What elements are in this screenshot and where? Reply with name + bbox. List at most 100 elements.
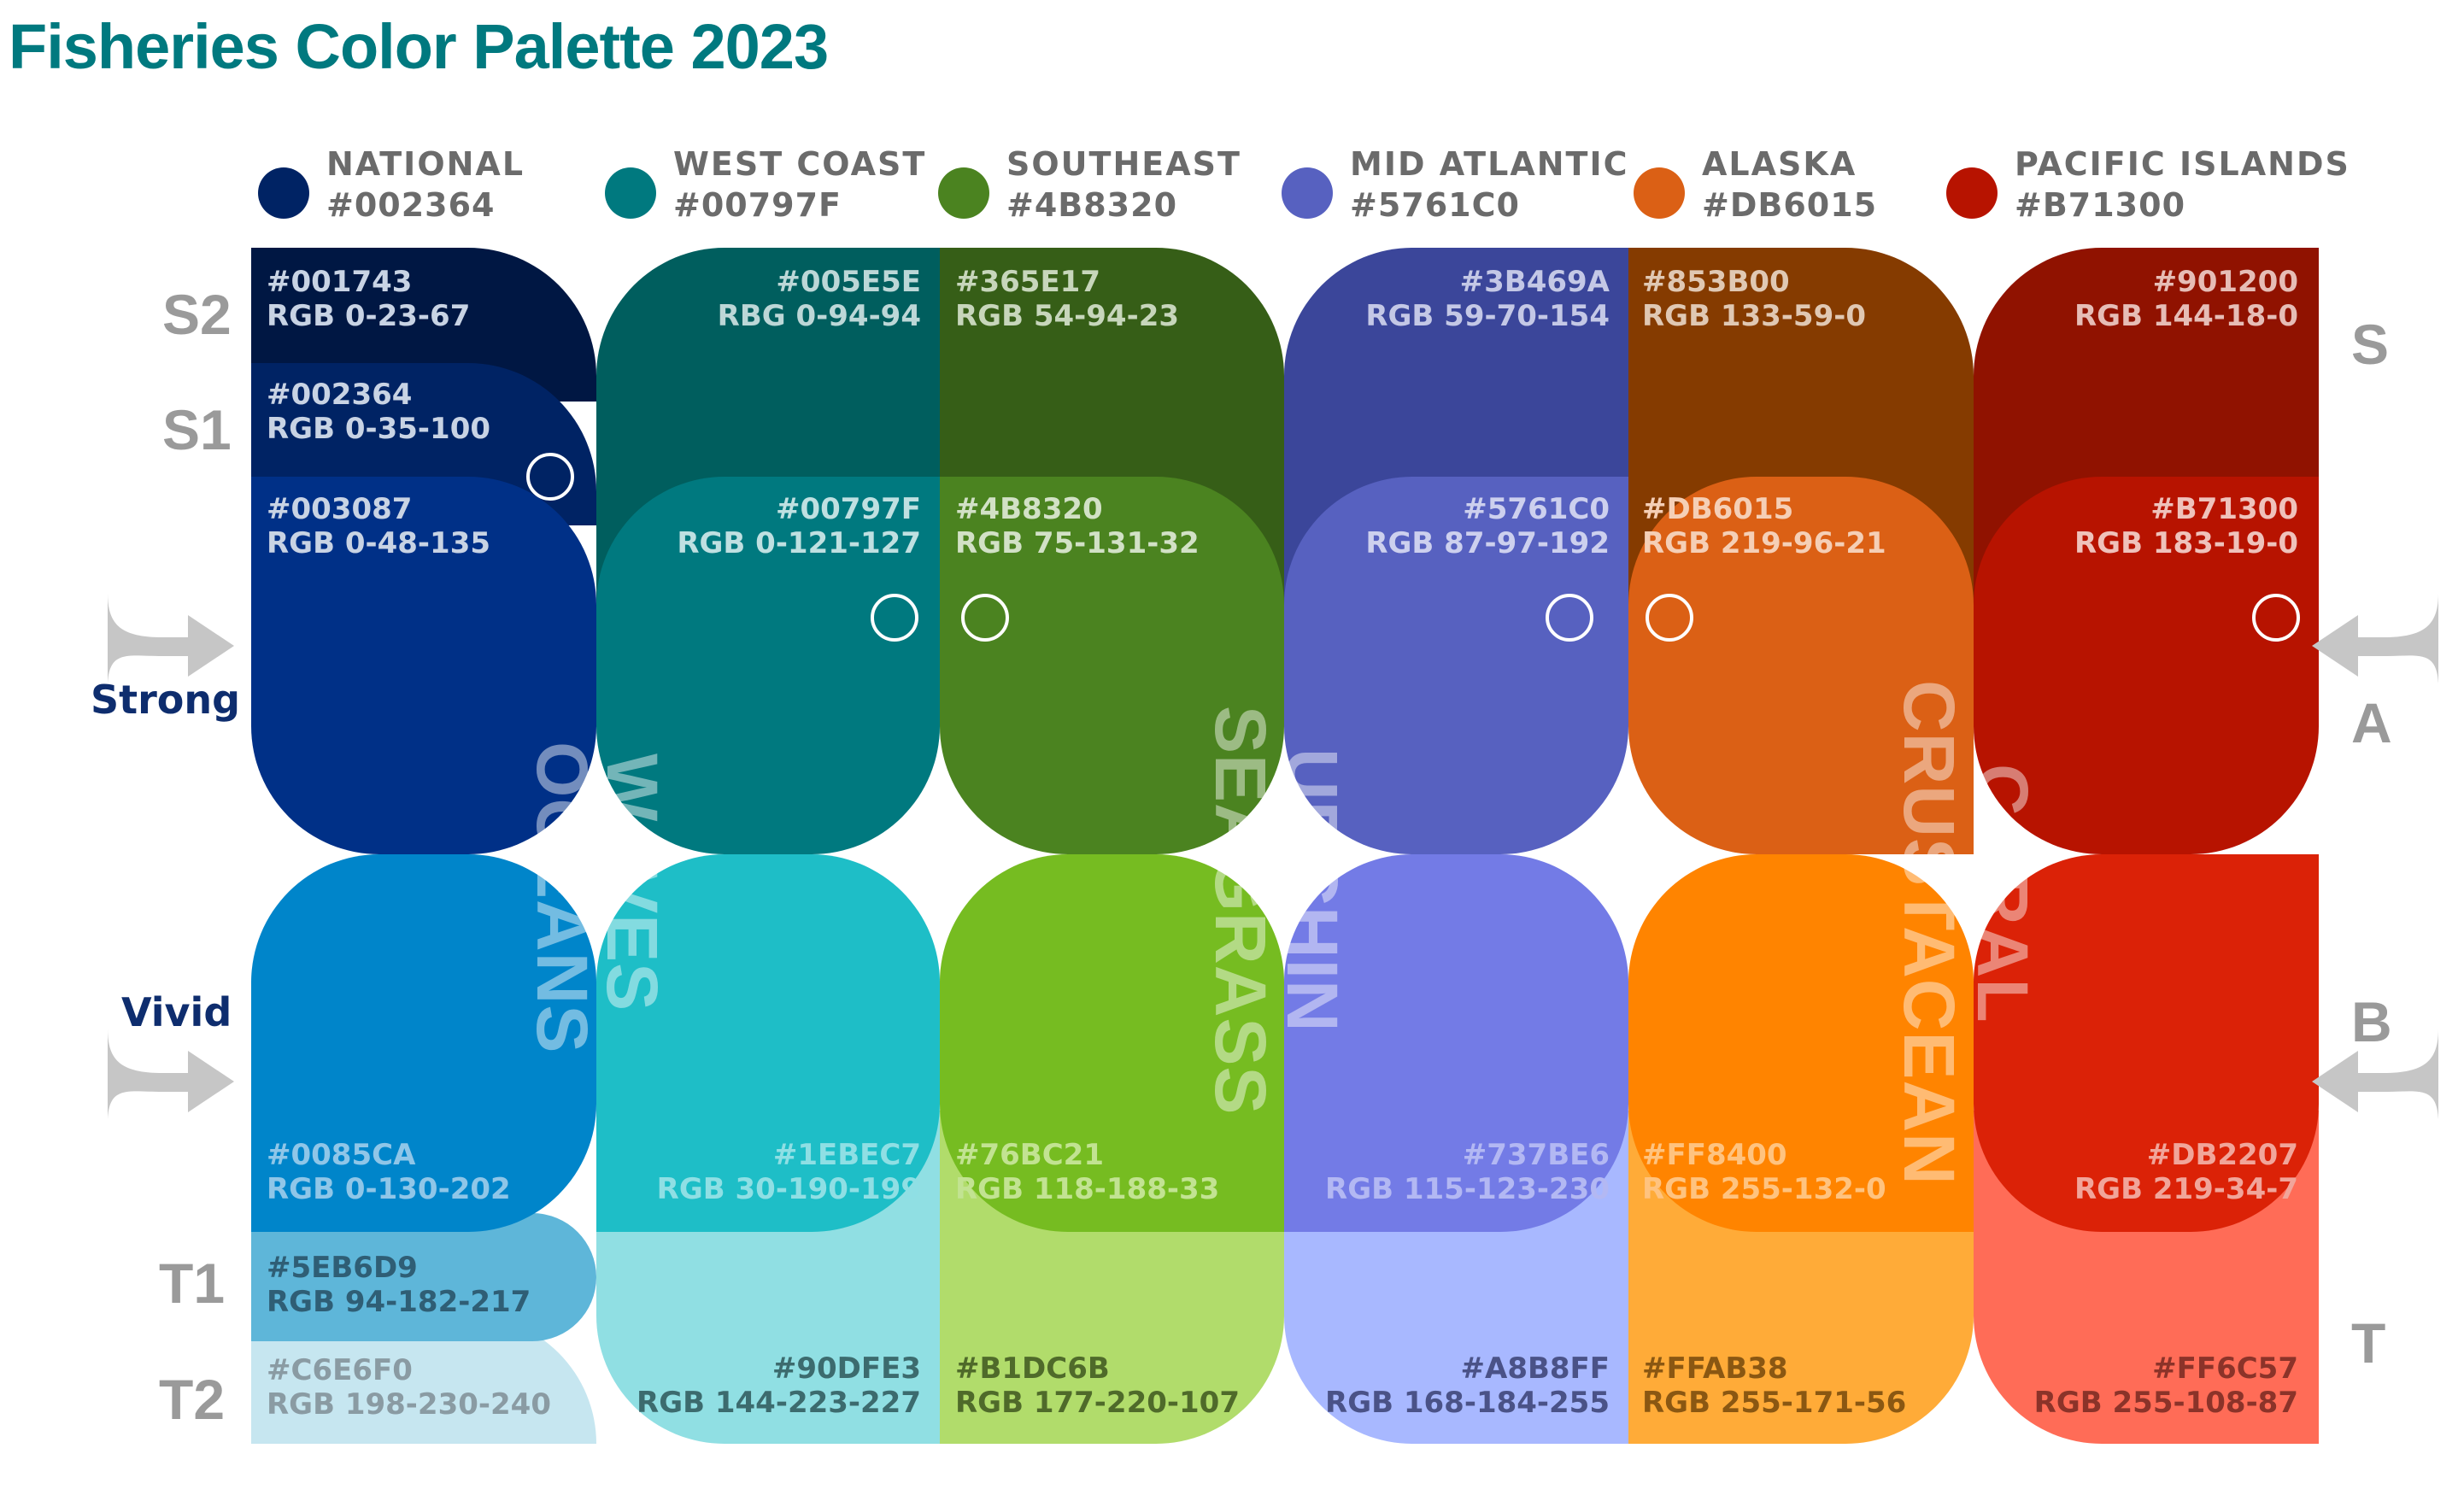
hex-code: #003087 (267, 492, 413, 526)
primary-marker-ring (1546, 594, 1593, 642)
swatch-mid-atlantic-vivid (1284, 854, 1628, 1232)
label-s2: S2 (162, 283, 232, 346)
hex-code: #5EB6D9 (267, 1251, 418, 1285)
legend-label: WEST COAST (673, 145, 927, 183)
swatch-label-national-t1: #5EB6D9 RGB 94-182-217 (267, 1251, 531, 1319)
hex-code: #901200 (2152, 265, 2298, 299)
rgb-code: RGB 59-70-154 (1365, 299, 1610, 333)
hex-code: #C6E6F0 (267, 1353, 413, 1387)
legend-hex: #4B8320 (1006, 186, 1178, 224)
rgb-code: RGB 255-108-87 (2033, 1386, 2298, 1420)
hex-code: #DB2207 (2146, 1138, 2298, 1172)
primary-marker-ring (871, 594, 918, 642)
hex-code: #B1DC6B (955, 1351, 1110, 1386)
hex-code: #FFAB38 (1642, 1351, 1788, 1386)
swatch-label-southeast-t: #B1DC6B RGB 177-220-107 (955, 1351, 1240, 1420)
legend-hex: #B71300 (2015, 186, 2186, 224)
swatch-label-pacific-islands-s: #901200 RGB 144-18-0 (2074, 265, 2298, 333)
page-title: Fisheries Color Palette 2023 (9, 11, 829, 82)
swatch-west-coast-vivid (596, 854, 940, 1232)
rgb-code: RGB 255-171-56 (1642, 1386, 1907, 1420)
hex-code: #A8B8FF (1460, 1351, 1610, 1386)
hex-code: #853B00 (1642, 265, 1790, 299)
rgb-code: RGB 94-182-217 (267, 1285, 531, 1319)
swatch-label-west-coast-t: #90DFE3 RGB 144-223-227 (637, 1351, 921, 1420)
swatch-label-alaska-t: #FFAB38 RGB 255-171-56 (1642, 1351, 1906, 1420)
legend-hex: #DB6015 (1702, 186, 1878, 224)
rgb-code: RGB 75-131-32 (955, 526, 1200, 560)
swatch-label-pacific-islands-t: #FF6C57 RGB 255-108-87 (2034, 1351, 2298, 1420)
swatch-pacific-islands-strong (1974, 477, 2319, 854)
primary-marker-ring (1646, 594, 1693, 642)
rgb-code: RGB 183-19-0 (2074, 526, 2298, 560)
hex-code: #0085CA (267, 1138, 416, 1172)
swatch-national-t1 (251, 1213, 596, 1341)
label-s1: S1 (162, 398, 232, 461)
swatch-label-national-strong: #003087 RGB 0-48-135 (267, 492, 490, 560)
swatch-west-coast-strong (596, 477, 940, 854)
hex-code: #3B469A (1459, 265, 1610, 299)
hex-code: #5761C0 (1463, 492, 1610, 526)
west-coast-color-dot (605, 167, 656, 219)
rgb-code: RGB 0-130-202 (267, 1172, 511, 1206)
swatch-label-national-t2: #C6E6F0 RGB 198-230-240 (267, 1353, 551, 1422)
rgb-code: RGB 87-97-192 (1365, 526, 1610, 560)
label-strong: Strong (91, 677, 241, 723)
label-s: S (2351, 313, 2390, 376)
rgb-code: RGB 168-184-255 (1325, 1386, 1610, 1420)
right-arrow-icon (108, 593, 234, 683)
swatch-alaska-strong (1628, 477, 1974, 854)
rgb-code: RBG 0-94-94 (717, 299, 921, 333)
rgb-code: RGB 0-48-135 (267, 526, 491, 560)
swatch-southeast-vivid (940, 854, 1284, 1232)
rgb-code: RGB 133-59-0 (1642, 299, 1867, 333)
swatch-label-mid-atlantic-t: #A8B8FF RGB 168-184-255 (1325, 1351, 1610, 1420)
rgb-code: RGB 30-190-199 (656, 1172, 921, 1206)
word-seagrass: SEAGRASS (1200, 706, 1281, 1116)
rgb-code: RGB 54-94-23 (955, 299, 1180, 333)
alaska-color-dot (1634, 167, 1685, 219)
legend-hex: #00797F (673, 186, 842, 224)
label-b: B (2351, 990, 2392, 1053)
primary-marker-ring (961, 594, 1009, 642)
left-arrow-icon (2312, 593, 2438, 683)
hex-code: #1EBEC7 (772, 1138, 921, 1172)
right-arrow-icon (108, 1029, 234, 1119)
swatch-label-alaska-vivid: #FF8400 RGB 255-132-0 (1642, 1138, 1886, 1206)
hex-code: #76BC21 (955, 1138, 1104, 1172)
swatch-label-alaska-strong: #DB6015 RGB 219-96-21 (1642, 492, 1886, 560)
hex-code: #4B8320 (955, 492, 1103, 526)
rgb-code: RGB 144-18-0 (2074, 299, 2298, 333)
legend-label: NATIONAL (326, 145, 525, 183)
swatch-national-strong (251, 477, 596, 854)
swatch-label-pacific-islands-vivid: #DB2207 RGB 219-34-7 (2074, 1138, 2298, 1206)
word-waves: WAVES (592, 753, 672, 1012)
pacific-islands-color-dot (1946, 167, 1998, 219)
swatch-national-vivid (251, 854, 596, 1232)
swatch-label-mid-atlantic-s: #3B469A RGB 59-70-154 (1365, 265, 1610, 333)
label-t1: T1 (159, 1252, 226, 1315)
primary-marker-ring (526, 453, 574, 501)
hex-code: #001743 (267, 265, 413, 299)
rgb-code: RGB 219-34-7 (2074, 1172, 2298, 1206)
mid-atlantic-color-dot (1282, 167, 1333, 219)
label-t: T (2351, 1311, 2386, 1375)
rgb-code: RGB 177-220-107 (955, 1386, 1240, 1420)
swatch-label-national-s1: #002364 RGB 0-35-100 (267, 378, 490, 446)
label-a: A (2351, 691, 2392, 754)
hex-code: #002364 (267, 378, 413, 412)
swatch-label-alaska-s: #853B00 RGB 133-59-0 (1642, 265, 1866, 333)
rgb-code: RGB 0-121-127 (677, 526, 921, 560)
rgb-code: RGB 198-230-240 (267, 1387, 551, 1422)
primary-marker-ring (2252, 594, 2300, 642)
word-coral: CORAL (1962, 764, 2043, 1023)
swatch-label-mid-atlantic-vivid: #737BE6 RGB 115-123-230 (1325, 1138, 1610, 1206)
label-t2: T2 (159, 1368, 226, 1431)
rgb-code: RGB 118-188-33 (955, 1172, 1220, 1206)
hex-code: #FF8400 (1642, 1138, 1787, 1172)
hex-code: #FF6C57 (2152, 1351, 2298, 1386)
national-color-dot (258, 167, 309, 219)
swatch-label-west-coast-vivid: #1EBEC7 RGB 30-190-199 (657, 1138, 921, 1206)
swatch-label-national-vivid: #0085CA RGB 0-130-202 (267, 1138, 511, 1206)
hex-code: #365E17 (955, 265, 1100, 299)
